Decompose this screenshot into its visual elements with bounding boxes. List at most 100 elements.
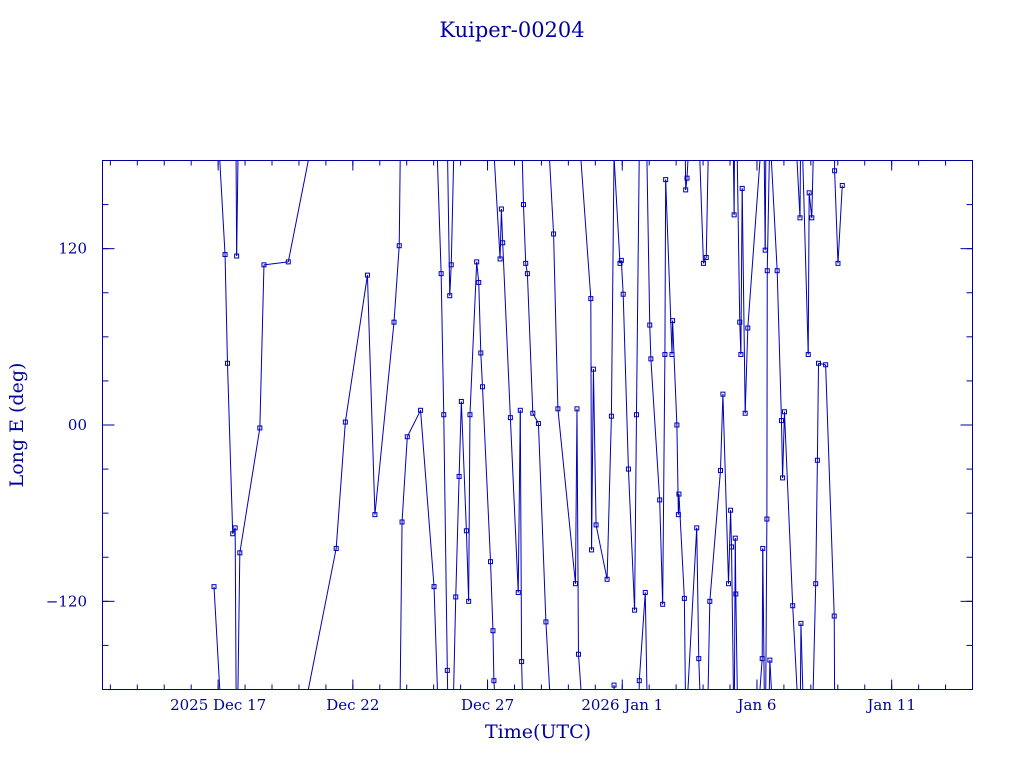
series-segment (224, 254, 228, 364)
data-point (657, 497, 663, 503)
data-point (732, 535, 738, 541)
data-point (742, 410, 748, 416)
data-point (230, 531, 236, 537)
series-segment (335, 422, 346, 549)
series-segment (526, 273, 534, 414)
data-point (232, 525, 238, 531)
data-point (696, 656, 702, 662)
series-segment (735, 593, 738, 690)
series-segment (837, 185, 843, 264)
data-point (813, 581, 819, 587)
series-segment (481, 386, 492, 562)
series-segment (815, 460, 818, 584)
series-segment (263, 261, 289, 266)
y-tick-label: 120 (58, 240, 87, 258)
series-segment (476, 261, 480, 283)
data-point (774, 268, 780, 274)
data-point (574, 406, 580, 412)
data-point (404, 434, 410, 440)
data-point (636, 678, 642, 684)
series-segment (783, 411, 794, 606)
series-segment (792, 605, 798, 690)
data-point (745, 325, 751, 331)
data-point (797, 215, 803, 221)
data-point (478, 350, 484, 356)
data-point (694, 525, 700, 531)
series-segment (545, 621, 551, 690)
series-segment (237, 552, 241, 690)
x-tick-label: Jan 6 (735, 696, 776, 714)
data-point (683, 187, 689, 193)
data-point (364, 272, 370, 278)
series-segment (436, 160, 442, 274)
data-point (831, 613, 837, 619)
series-segment (480, 352, 483, 387)
data-point (778, 418, 784, 424)
series-segment (644, 592, 648, 690)
series-segment (796, 160, 801, 218)
x-axis-label: Time(UTC) (485, 721, 591, 743)
data-point (823, 362, 829, 368)
data-point (438, 271, 444, 277)
x-tick-label: Dec 22 (326, 696, 379, 714)
series-segment (537, 423, 547, 622)
series-segment (213, 586, 221, 690)
series-segment (665, 179, 673, 355)
chart-title: Kuiper-00204 (439, 18, 584, 42)
series-segment (460, 401, 467, 531)
series-segment (449, 264, 452, 296)
data-point (790, 603, 796, 609)
plot-area: 2025 Dec 17 Dec 22 Dec 27 2026 Jan 1 Jan 6 Ja… (46, 160, 973, 714)
series-segment (759, 658, 763, 690)
data-point (572, 581, 578, 587)
series-segment (638, 592, 646, 681)
series-segment (705, 160, 709, 258)
series-segment (521, 661, 523, 690)
data-point (474, 259, 480, 265)
data-point (222, 252, 228, 258)
series-segment (606, 416, 612, 580)
data-point (703, 254, 709, 260)
series-segment (764, 160, 767, 251)
series-segment (420, 410, 435, 587)
series-segment (734, 538, 737, 594)
data-point (551, 231, 557, 237)
data-point (781, 409, 787, 415)
series-segment (707, 601, 711, 690)
data-point (780, 475, 786, 481)
data-point (728, 507, 734, 513)
series-segment (443, 414, 448, 671)
series-segment (620, 260, 624, 295)
data-point (530, 410, 536, 416)
series-segment (576, 408, 579, 655)
data-point (642, 590, 648, 596)
series-segment (401, 436, 408, 523)
data-point (720, 391, 726, 397)
data-point (764, 268, 770, 274)
data-point (835, 260, 841, 266)
series-segment (406, 410, 422, 437)
data-point (620, 291, 626, 297)
series-segment (808, 192, 813, 218)
x-tick-label: 2025 Dec 17 (170, 696, 266, 714)
data-point (670, 318, 676, 324)
data-point (590, 366, 596, 372)
data-point (832, 168, 838, 174)
series-segment (811, 160, 814, 218)
series-segment (492, 630, 495, 681)
series-segment (807, 192, 810, 355)
series-segment (687, 527, 698, 690)
data-point (739, 185, 745, 191)
data-point (737, 319, 743, 325)
data-point (662, 351, 668, 357)
series-segment (740, 188, 743, 355)
data-point (524, 271, 530, 277)
series-segment (239, 427, 261, 553)
data-point (466, 598, 472, 604)
data-point (333, 545, 339, 551)
data-point (593, 522, 599, 528)
data-point (448, 262, 454, 268)
series-segment (802, 160, 809, 355)
data-point (588, 296, 594, 302)
